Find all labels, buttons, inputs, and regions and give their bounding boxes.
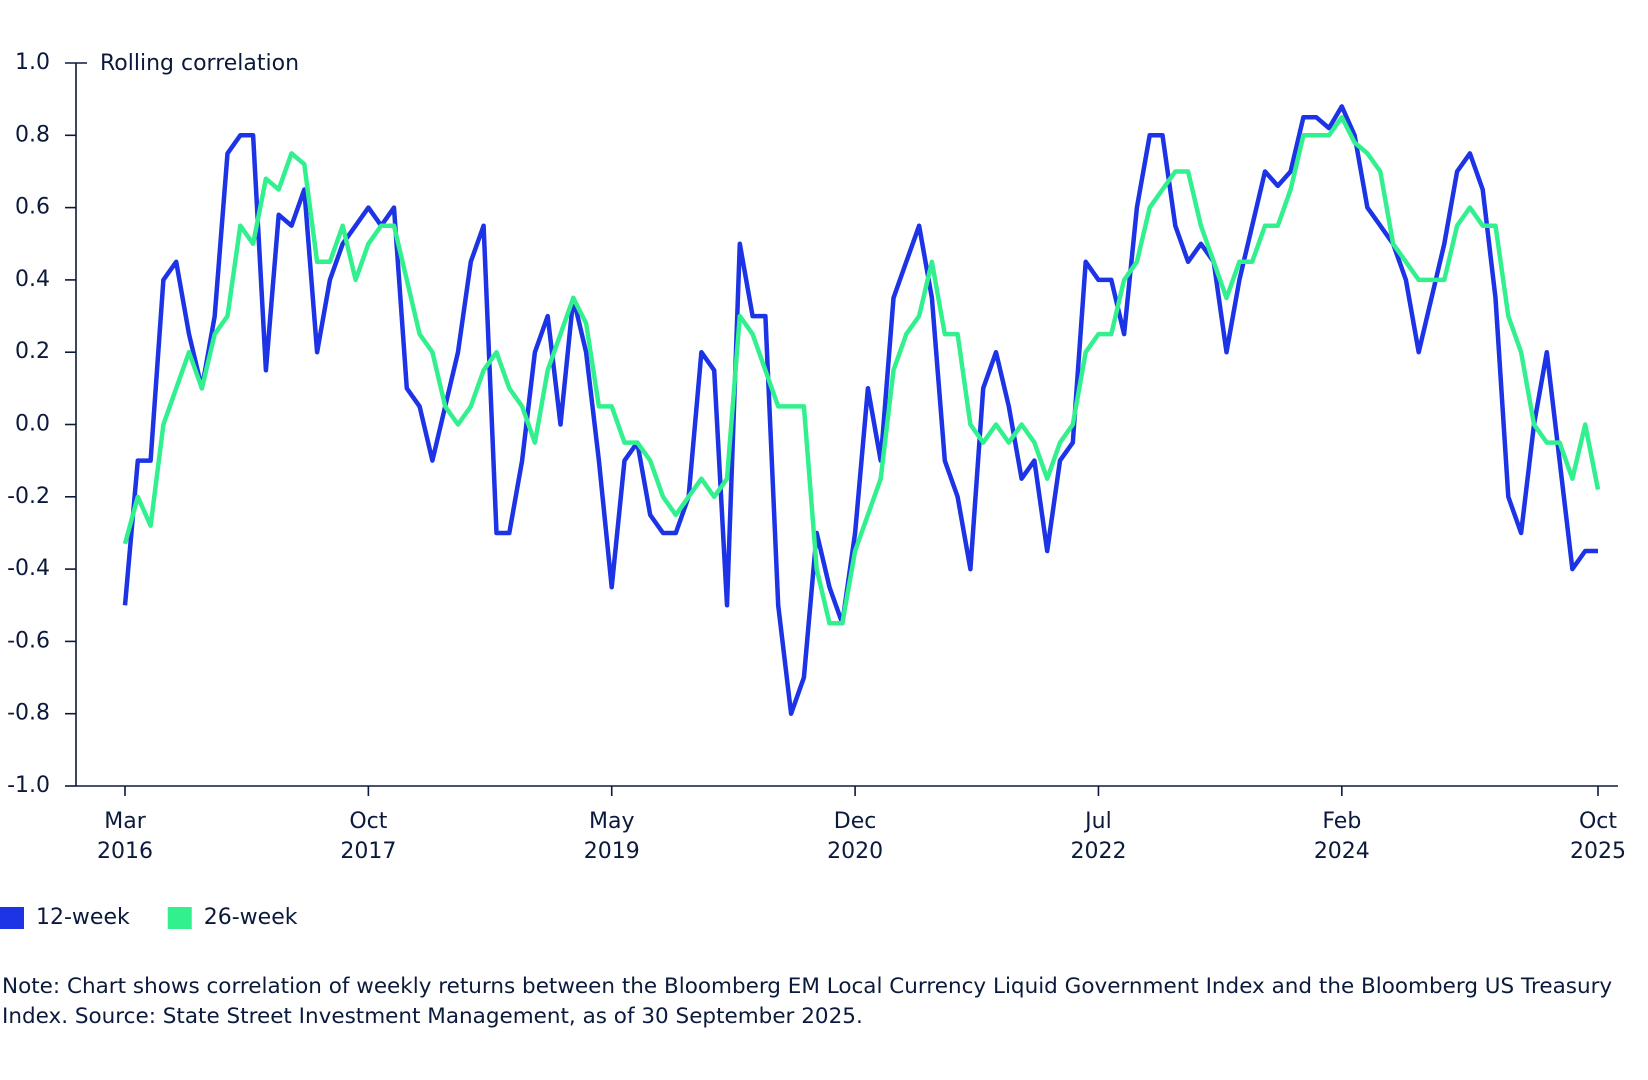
y-tick-label: 0.2 [15, 339, 50, 364]
x-tick-label: Dec 2020 [827, 809, 883, 864]
y-tick-label: -1.0 [7, 773, 50, 798]
line-series [122, 104, 1598, 716]
y-tick-label: 0.0 [15, 412, 50, 437]
y-tick-label: 0.6 [15, 195, 50, 220]
line-series [122, 114, 1601, 626]
legend-label: 26-week [204, 905, 298, 930]
y-tick-label: -0.6 [7, 628, 50, 653]
y-tick-label: 0.4 [15, 267, 50, 292]
x-tick-label: Oct 2025 [1570, 809, 1626, 864]
legend-label: 12-week [36, 905, 130, 930]
y-axis-label: Rolling correlation [100, 51, 299, 76]
note: Note: Chart shows correlation of weekly … [2, 974, 1613, 1029]
y-tick-label: 1.0 [15, 50, 50, 75]
x-tick-label: May 2019 [584, 809, 640, 864]
y-tick-label: -0.8 [7, 701, 50, 726]
x-tick-label: Mar 2016 [97, 809, 153, 864]
x-tick-label: Feb 2024 [1314, 809, 1370, 864]
y-tick-label: 0.8 [15, 122, 50, 147]
y-tick-label: -0.4 [7, 556, 50, 581]
legend-swatch [167, 907, 192, 929]
chart: Rolling correlation -1.0 -0.8 -0.6 -0.4 -0.2… [0, 50, 1626, 930]
legend-swatch [0, 907, 24, 929]
y-tick-label: -0.2 [7, 484, 50, 509]
x-tick-label: Jul 2022 [1070, 809, 1126, 864]
x-tick-label: Oct 2017 [340, 809, 396, 864]
